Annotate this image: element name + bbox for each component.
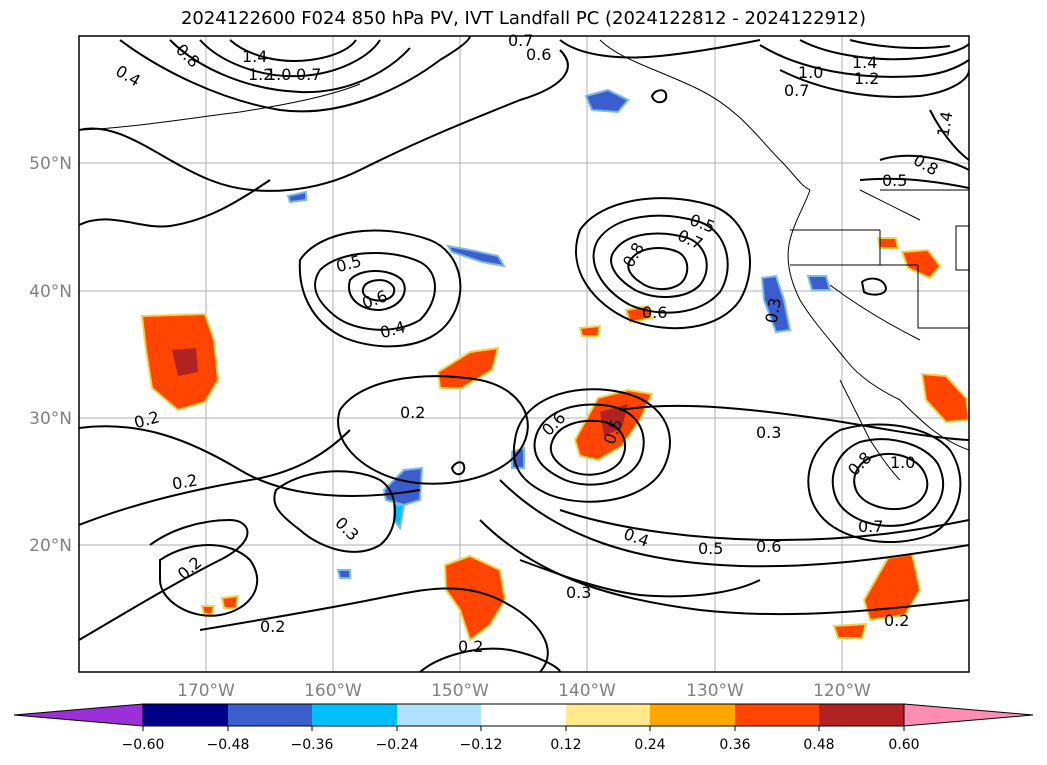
contour-label: 0.6 <box>756 537 781 556</box>
contour-label: 0.8 <box>619 239 648 271</box>
contour-label: 0.5 <box>882 171 907 190</box>
pv-contours <box>79 36 969 672</box>
pv-negative-patch <box>806 275 832 291</box>
colorbar-tick-label: −0.36 <box>291 737 334 753</box>
lat-label: 50°N <box>29 154 72 174</box>
contour-labels: 1.4 0.8 1.2 1.0 0.7 0.4 0.6 0.7 1.4 1.2 … <box>112 31 956 656</box>
pv-negative-patch <box>445 244 506 268</box>
colorbar-segment <box>397 704 481 726</box>
contour-label: 0.8 <box>844 448 875 479</box>
pv-positive-core <box>172 348 198 376</box>
contour-label: 0.2 <box>260 617 285 636</box>
pv-positive-core <box>600 404 628 436</box>
contour-label: 0.2 <box>458 637 483 656</box>
contour-label: 0.3 <box>331 513 362 544</box>
latitude-labels: 50°N 40°N 30°N 20°N <box>29 154 72 556</box>
colorbar-segment <box>143 704 228 726</box>
colorbar-tick-label: 0.48 <box>803 737 834 753</box>
longitude-labels: 170°W 160°W 150°W 140°W 130°W 120°W <box>177 681 871 701</box>
pv-negative-patch <box>382 466 424 507</box>
contour-label: 0.7 <box>296 65 321 84</box>
pv-positive-patch <box>900 248 942 280</box>
colorbar-segment <box>481 704 566 726</box>
contour-label: 1.2 <box>854 69 879 88</box>
pv-positive-patch <box>443 554 507 642</box>
colorbar-max-extend <box>903 703 1034 727</box>
colorbar-tick-label: 0.60 <box>888 737 919 753</box>
pv-negative-patch <box>286 190 307 204</box>
contour-label: 1.4 <box>933 110 956 138</box>
colorbar-segment <box>819 704 904 726</box>
colorbar-segment <box>650 704 735 726</box>
coastlines <box>79 39 969 481</box>
pv-positive-patch <box>436 346 500 389</box>
pv-positive-patch <box>200 605 216 615</box>
contour-label: 1.2 <box>248 65 273 84</box>
contour-label: 0.4 <box>112 61 144 90</box>
contour-label: 0.6 <box>526 45 551 64</box>
contour-label: 0.5 <box>334 251 364 276</box>
contour-label: 0.3 <box>756 423 781 442</box>
colorbar-segment <box>735 704 819 726</box>
contour-label: 0.4 <box>378 317 408 342</box>
pv-positive-patch <box>920 372 969 424</box>
contour-label: 0.2 <box>400 403 425 422</box>
pv-negative-patch <box>584 88 630 114</box>
contour-label: 0.7 <box>784 81 809 100</box>
pv-positive-patch <box>876 237 900 249</box>
contour-label: 0.8 <box>172 40 203 71</box>
map-frame <box>78 35 970 673</box>
pv-negative-patch <box>336 569 351 579</box>
pv-positive-patch <box>220 594 240 609</box>
pv-positive-patch <box>832 622 868 639</box>
lat-label: 30°N <box>29 409 72 429</box>
contour-label: 0.4 <box>621 524 651 551</box>
colorbar-min-extend <box>13 703 144 727</box>
contour-label: 0.5 <box>698 539 723 558</box>
colorbar-tick-label: −0.12 <box>460 737 503 753</box>
lon-label: 130°W <box>686 681 744 701</box>
lon-label: 170°W <box>177 681 235 701</box>
contour-label: 0.3 <box>762 296 785 324</box>
colorbar-segment <box>566 704 650 726</box>
contour-label: 1.0 <box>266 65 291 84</box>
colorbar-tick-label: −0.24 <box>376 737 419 753</box>
colorbar-tick-label: −0.60 <box>122 737 165 753</box>
lon-label: 150°W <box>431 681 489 701</box>
contour-label: 1.0 <box>890 453 915 472</box>
pv-negative-patch <box>760 274 792 334</box>
colorbar-segment <box>312 704 397 726</box>
colorbar-tick-label: −0.48 <box>207 737 250 753</box>
contour-label: 0.7 <box>858 517 883 536</box>
contour-label: 1.0 <box>798 63 823 82</box>
colorbar-segment <box>228 704 312 726</box>
contour-label: 0.7 <box>508 31 533 50</box>
lat-label: 40°N <box>29 282 72 302</box>
lon-label: 140°W <box>558 681 616 701</box>
contour-label: 0.3 <box>566 583 591 602</box>
pv-positive-patch <box>578 324 602 337</box>
contour-label: 0.6 <box>642 303 667 322</box>
contour-label: 0.2 <box>884 611 909 630</box>
contour-label: 1.4 <box>242 47 267 66</box>
colorbar-tick-label: 0.12 <box>550 737 581 753</box>
lon-label: 160°W <box>304 681 362 701</box>
colorbar: −0.60 −0.48 −0.36 −0.24 −0.12 0.12 0.24 … <box>13 703 1034 753</box>
colorbar-tick-label: 0.24 <box>634 737 665 753</box>
contour-label: 1.4 <box>852 53 877 72</box>
contour-label: 0.2 <box>171 470 199 493</box>
lon-label: 120°W <box>813 681 871 701</box>
lat-label: 20°N <box>29 536 72 556</box>
contour-label: 0.8 <box>910 150 942 179</box>
contour-label: 0.2 <box>132 407 162 432</box>
contour-label: 0.6 <box>538 408 569 439</box>
chart-title: 2024122600 F024 850 hPa PV, IVT Landfall… <box>180 8 867 29</box>
colorbar-tick-label: 0.36 <box>719 737 750 753</box>
pv-shading <box>140 237 969 642</box>
contour-label: 0.2 <box>174 553 206 584</box>
